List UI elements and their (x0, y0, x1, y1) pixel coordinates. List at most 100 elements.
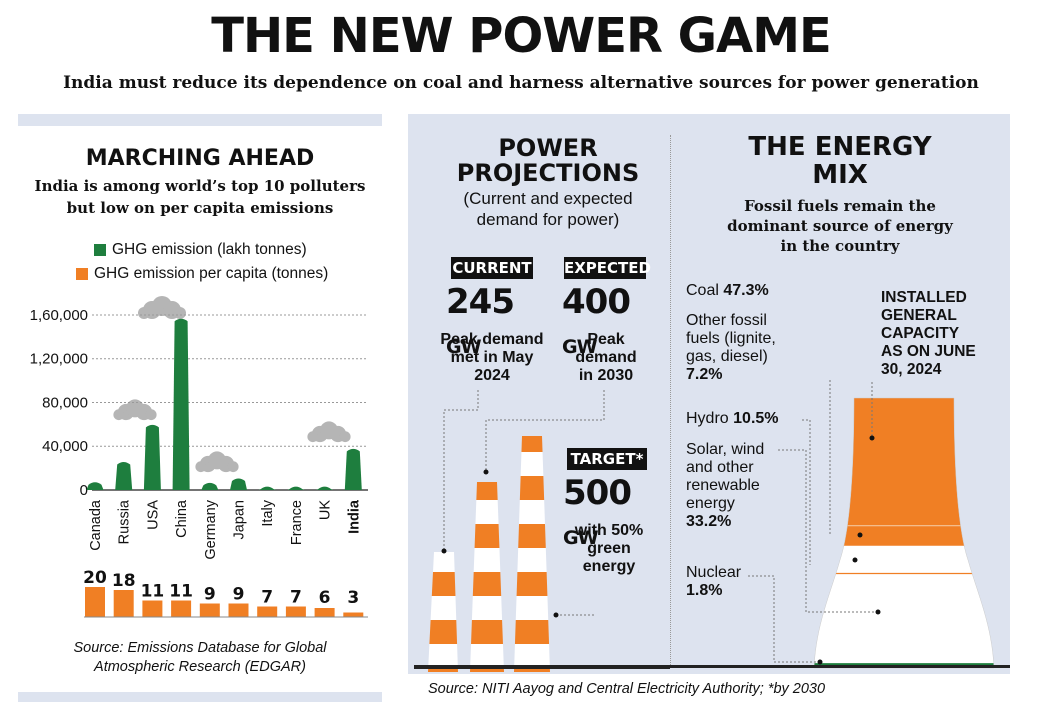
tower-band-coal (814, 398, 994, 527)
per-capita-bar-russia (113, 590, 134, 617)
category-label-canada: Canada (88, 499, 104, 551)
category-label-india: India (346, 499, 362, 534)
dotted-leaders (443, 390, 605, 616)
main-title: THE NEW POWER GAME (211, 8, 832, 64)
per-capita-bar-uk (314, 608, 335, 617)
per-capita-value-label: 6 (319, 588, 331, 608)
current-desc-3: 2024 (474, 367, 510, 384)
per-capita-bar-india (343, 612, 364, 617)
per-capita-bar-usa (142, 600, 163, 617)
mix-other-label: Other fossil fuels (lignite, gas, diesel) 7… (686, 312, 776, 383)
chimney-target (514, 436, 550, 672)
per-capita-bar-italy (257, 606, 278, 617)
cloud-icon (138, 296, 186, 319)
per-capita-value-label: 11 (141, 582, 165, 602)
ghg-bar-usa (143, 424, 161, 490)
target-value: 500 GW (563, 473, 632, 549)
cloud-icon (195, 451, 239, 473)
projections-title-1: POWER (498, 134, 598, 162)
ghg-emission-chart: 0 40,000 80,000 1,20,000 1,60,000 Canada Russi… (30, 296, 368, 618)
per-capita-bar-japan (228, 603, 249, 617)
category-label-italy: Italy (260, 499, 276, 526)
per-capita-value-label: 9 (204, 585, 216, 605)
current-value: 245 GW (446, 282, 515, 358)
per-capita-value-label: 9 (233, 585, 245, 605)
ghg-bar-france (287, 486, 305, 490)
marching-title: MARCHING AHEAD (85, 146, 315, 171)
projections-title-2: PROJECTIONS (456, 159, 640, 187)
ghg-bar-germany (201, 482, 219, 490)
marching-source-1: Source: Emissions Database for Global (73, 640, 327, 656)
ghg-bar-italy (258, 486, 276, 490)
chimney-expected (470, 482, 504, 672)
category-label-germany: Germany (203, 499, 219, 559)
legend-label-per-capita: GHG emission per capita (tonnes) (94, 265, 329, 282)
right-ground-line (414, 665, 1010, 668)
y-tick-label: 40,000 (42, 438, 88, 455)
per-capita-value-label: 20 (83, 568, 107, 588)
current-desc-1: Peak demand (440, 331, 544, 348)
main-subtitle: India must reduce its dependence on coal… (63, 73, 979, 93)
panel-divider (670, 135, 671, 665)
chimney-current (428, 552, 458, 672)
category-label-china: China (174, 499, 190, 538)
per-capita-value-label: 11 (169, 582, 193, 602)
per-capita-value-label: 7 (290, 588, 302, 608)
y-tick-label: 1,60,000 (30, 307, 88, 324)
mix-title-2: MIX (812, 160, 868, 190)
expected-desc-1: Peak (587, 331, 625, 348)
mix-sub-3: in the country (780, 237, 900, 255)
per-capita-value-label: 18 (112, 571, 136, 591)
tower-band-other-fossil (814, 525, 994, 546)
ghg-bar-russia (115, 462, 133, 490)
y-tick-label: 1,20,000 (30, 351, 88, 368)
projections-source: Source: NITI Aayog and Central Electrici… (428, 681, 826, 697)
expected-desc-3: in 2030 (578, 367, 634, 384)
per-capita-bar-china (171, 600, 192, 617)
category-label-japan: Japan (232, 500, 248, 540)
current-tag: CURRENT (451, 257, 533, 279)
category-label-russia: Russia (117, 499, 133, 544)
cooling-tower-graphic (748, 380, 995, 669)
marching-source-2: Atmospheric Research (EDGAR) (94, 659, 306, 675)
per-capita-bar-germany (199, 603, 220, 617)
mix-coal-label: Coal 47.3% (686, 282, 769, 299)
mix-solar-label: Solar, wind and other renewable energy 33.2% (686, 441, 765, 530)
left-panel-band-bottom (18, 692, 382, 702)
per-capita-value-label: 3 (347, 588, 359, 608)
target-desc-2: green (587, 540, 631, 557)
mix-nuclear-label: Nuclear 1.8% (686, 564, 742, 599)
ghg-bar-uk (316, 486, 334, 490)
mix-sub-1: Fossil fuels remain the (744, 197, 936, 215)
category-label-usa: USA (145, 500, 161, 530)
per-capita-value-label: 7 (261, 588, 273, 608)
y-tick-label: 80,000 (42, 394, 88, 411)
cloud-icon (307, 421, 351, 443)
marching-subtitle-2: but low on per capita emissions (66, 199, 334, 217)
target-desc-3: energy (582, 558, 636, 575)
mix-leaders (748, 380, 876, 663)
chimneys-graphic (414, 390, 670, 672)
ghg-bar-india (344, 448, 362, 490)
mix-sub-2: dominant source of energy (727, 217, 953, 235)
current-desc-2: met in May (450, 349, 534, 366)
tower-band-solar-wind (814, 573, 994, 664)
projections-sub-2: demand for power) (476, 210, 620, 229)
expected-value: 400 GW (562, 282, 631, 358)
ghg-bar-china (172, 318, 190, 490)
tower-band-hydro (814, 545, 994, 574)
legend-swatch-green (94, 244, 106, 256)
per-capita-bar-canada (85, 587, 105, 617)
expected-tag: EXPECTED (564, 257, 651, 279)
category-label-france: France (289, 500, 305, 545)
marching-subtitle-1: India is among world’s top 10 polluters (34, 177, 366, 195)
legend-swatch-orange (76, 268, 88, 280)
ghg-bar-canada (86, 482, 104, 490)
category-label-uk: UK (318, 500, 334, 520)
target-tag: TARGET* (567, 448, 647, 470)
mix-hydro-label: Hydro 10.5% (686, 410, 779, 427)
cloud-icon (113, 399, 157, 421)
target-desc-1: with 50% (574, 522, 644, 539)
projections-sub-1: (Current and expected (463, 189, 633, 208)
installed-capacity-label: INSTALLED GENERAL CAPACITY AS ON JUNE 30… (881, 289, 976, 378)
